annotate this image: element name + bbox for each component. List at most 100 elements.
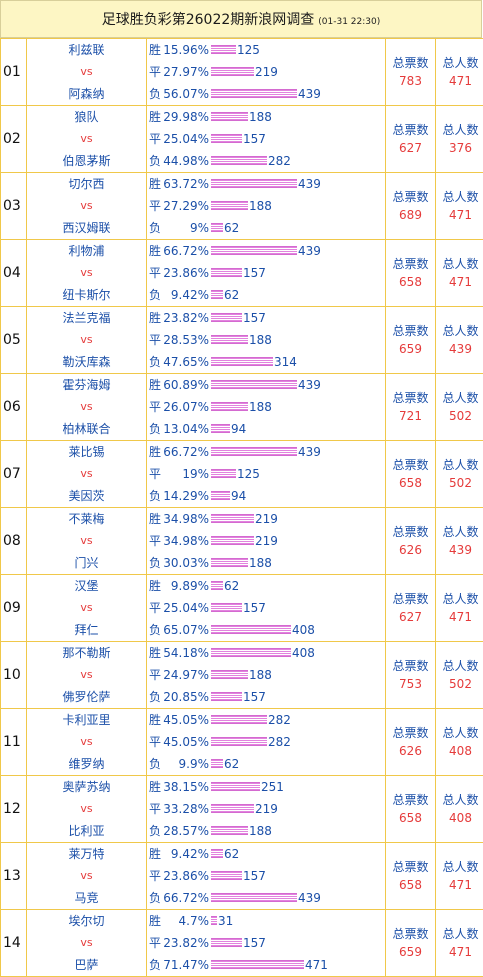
home-team[interactable]: 霍芬海姆 [27,374,146,396]
away-team[interactable]: 巴萨 [27,954,146,976]
away-team[interactable]: 比利亚 [27,820,146,842]
win-bar [211,782,260,791]
home-team[interactable]: 利物浦 [27,240,146,262]
loss-count: 282 [268,154,291,168]
total-people-label: 总人数 [436,523,483,541]
win-percent: 60.89% [163,374,209,396]
home-team[interactable]: 切尔西 [27,173,146,195]
win-count: 251 [261,780,284,794]
home-team[interactable]: 卡利亚里 [27,709,146,731]
loss-percent: 44.98% [163,150,209,172]
loss-percent: 71.47% [163,954,209,976]
away-team[interactable]: 佛罗伦萨 [27,686,146,708]
win-percent: 54.18% [163,642,209,664]
away-team[interactable]: 阿森纳 [27,83,146,105]
loss-label: 负 [149,954,163,976]
away-team[interactable]: 西汉姆联 [27,217,146,239]
loss-bar [211,491,230,500]
away-team[interactable]: 门兴 [27,552,146,574]
total-votes-label: 总票数 [386,858,435,876]
loss-label: 负 [149,351,163,373]
win-bar [211,45,236,54]
total-votes-value: 658 [386,876,435,894]
vs-label: vs [27,865,146,887]
home-team[interactable]: 埃尔切 [27,910,146,932]
vs-label: vs [27,597,146,619]
away-team[interactable]: 柏林联合 [27,418,146,440]
away-team[interactable]: 纽卡斯尔 [27,284,146,306]
match-number: 09 [1,575,27,642]
loss-count: 94 [231,422,246,436]
win-count: 31 [218,914,233,928]
total-people-label: 总人数 [436,188,483,206]
away-team[interactable]: 伯恩茅斯 [27,150,146,172]
loss-label: 负 [149,217,163,239]
draw-percent: 26.07% [163,396,209,418]
total-votes-label: 总票数 [386,121,435,139]
home-team[interactable]: 那不勒斯 [27,642,146,664]
draw-count: 188 [249,400,272,414]
win-label: 胜 [149,441,163,463]
home-team[interactable]: 莱比锡 [27,441,146,463]
vs-label: vs [27,195,146,217]
loss-count: 62 [224,288,239,302]
loss-count: 157 [243,690,266,704]
draw-percent: 23.82% [163,932,209,954]
vs-label: vs [27,128,146,150]
away-team[interactable]: 马竞 [27,887,146,909]
loss-label: 负 [149,418,163,440]
loss-bar [211,223,223,232]
win-percent: 29.98% [163,106,209,128]
away-team[interactable]: 拜仁 [27,619,146,641]
total-people-label: 总人数 [436,322,483,340]
total-votes-label: 总票数 [386,925,435,943]
loss-percent: 9.42% [163,284,209,306]
home-team[interactable]: 利兹联 [27,39,146,61]
win-bar [211,447,297,456]
match-number: 14 [1,910,27,977]
home-team[interactable]: 狼队 [27,106,146,128]
total-votes-value: 659 [386,340,435,358]
total-votes-label: 总票数 [386,724,435,742]
draw-percent: 28.53% [163,329,209,351]
loss-bar [211,89,297,98]
total-votes-label: 总票数 [386,255,435,273]
home-team[interactable]: 法兰克福 [27,307,146,329]
home-team[interactable]: 奥萨苏纳 [27,776,146,798]
away-team[interactable]: 美因茨 [27,485,146,507]
win-label: 胜 [149,106,163,128]
win-bar [211,246,297,255]
loss-bar [211,960,304,969]
home-team[interactable]: 汉堡 [27,575,146,597]
total-people-label: 总人数 [436,389,483,407]
loss-percent: 20.85% [163,686,209,708]
draw-count: 219 [255,802,278,816]
win-percent: 45.05% [163,709,209,731]
loss-percent: 47.65% [163,351,209,373]
draw-count: 125 [237,467,260,481]
home-team[interactable]: 莱万特 [27,843,146,865]
loss-label: 负 [149,552,163,574]
home-team[interactable]: 不莱梅 [27,508,146,530]
loss-bar [211,156,267,165]
away-team[interactable]: 勒沃库森 [27,351,146,373]
away-team[interactable]: 维罗纳 [27,753,146,775]
win-percent: 15.96% [163,39,209,61]
total-votes-label: 总票数 [386,322,435,340]
